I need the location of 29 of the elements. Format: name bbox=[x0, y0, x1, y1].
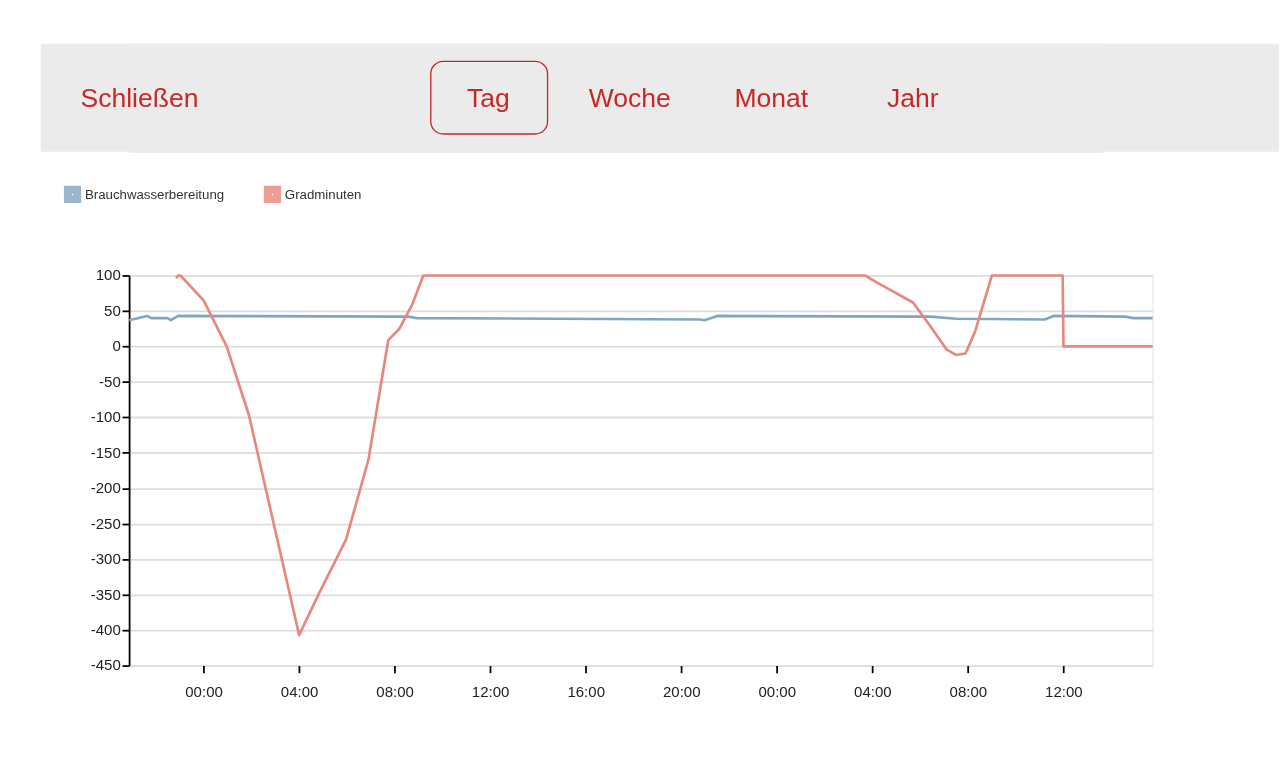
x-tick-label: 12:00 bbox=[471, 683, 510, 701]
x-tick-label: 16:00 bbox=[567, 683, 605, 701]
text: Jahr bbox=[887, 82, 939, 113]
y-tick-label: -300 bbox=[90, 550, 121, 568]
y-tick-label: -50 bbox=[99, 372, 121, 390]
y-tick-label: 50 bbox=[104, 301, 121, 319]
y-tick-label: -200 bbox=[90, 479, 121, 497]
x-tick-label: 20:00 bbox=[662, 683, 701, 701]
x-tick-label: 12:00 bbox=[1045, 683, 1083, 701]
text: Woche bbox=[588, 82, 671, 113]
x-tick-label: 00:00 bbox=[185, 683, 223, 701]
y-tick-label: -100 bbox=[90, 408, 121, 426]
x-tick-label: 04:00 bbox=[280, 683, 319, 701]
text: Tag bbox=[466, 82, 510, 113]
y-tick-label: -350 bbox=[90, 585, 121, 603]
y-tick-label: -250 bbox=[90, 514, 121, 532]
text: Monat bbox=[734, 82, 809, 113]
y-tick-label: 100 bbox=[95, 266, 121, 284]
x-tick-label: 08:00 bbox=[949, 683, 988, 701]
x-tick-label: 08:00 bbox=[376, 683, 414, 701]
legend-label: Brauchwasserbereitung bbox=[84, 186, 225, 202]
y-tick-label: -450 bbox=[90, 656, 121, 674]
x-tick-label: 00:00 bbox=[758, 683, 797, 701]
x-tick-label: 04:00 bbox=[854, 683, 892, 701]
y-tick-label: -400 bbox=[90, 621, 121, 639]
legend-label: Gradminuten bbox=[284, 186, 362, 202]
text: Schließen bbox=[80, 82, 199, 113]
y-tick-label: 0 bbox=[112, 337, 121, 355]
y-tick-label: -150 bbox=[90, 443, 121, 461]
